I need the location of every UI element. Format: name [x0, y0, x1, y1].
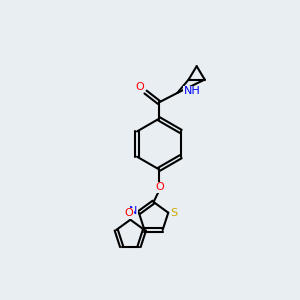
- Text: S: S: [171, 208, 178, 218]
- Text: O: O: [155, 182, 164, 192]
- Text: O: O: [136, 82, 145, 92]
- Text: NH: NH: [184, 86, 201, 96]
- Text: O: O: [124, 208, 133, 218]
- Text: N: N: [129, 206, 137, 216]
